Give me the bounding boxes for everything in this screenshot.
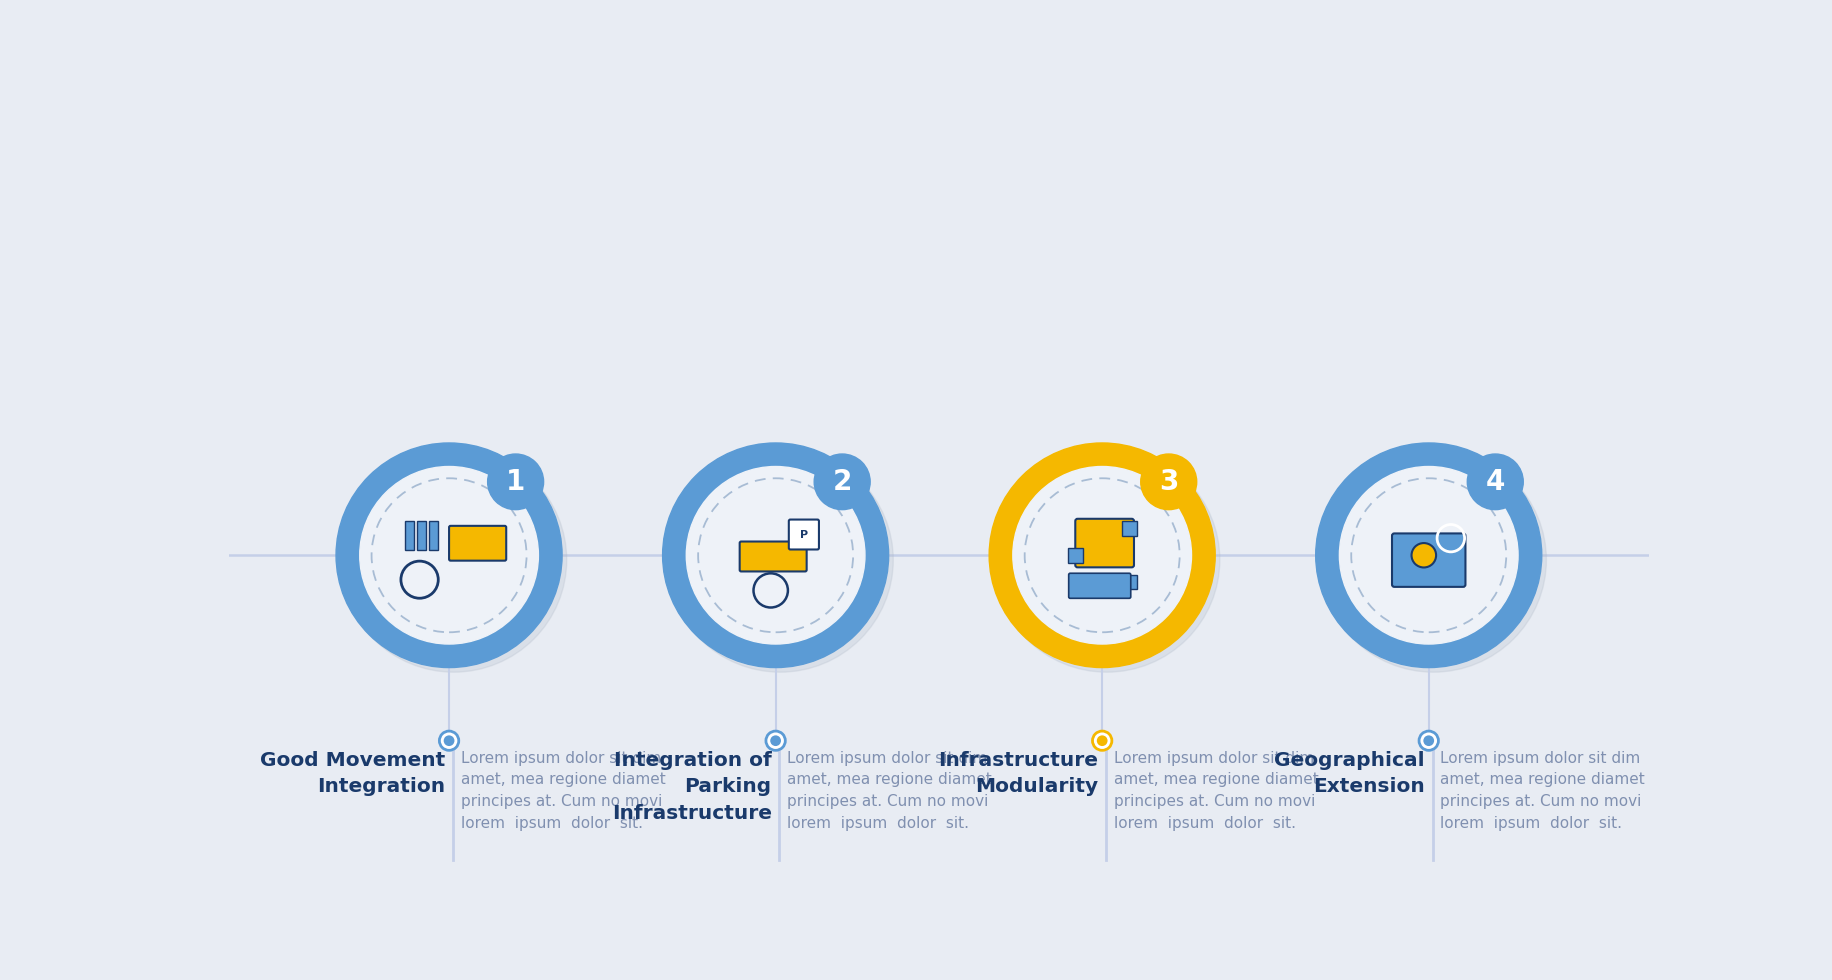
Text: P: P [801,530,808,540]
Bar [418,521,427,551]
Circle shape [993,448,1220,672]
Text: 1: 1 [506,467,526,496]
Text: Lorem ipsum dolor sit dim
amet, mea regione diamet
principes at. Cum no movi
lor: Lorem ipsum dolor sit dim amet, mea regi… [1114,751,1319,830]
Circle shape [989,443,1215,667]
Text: Lorem ipsum dolor sit dim
amet, mea regione diamet
principes at. Cum no movi
lor: Lorem ipsum dolor sit dim amet, mea regi… [788,751,991,830]
Circle shape [359,466,539,644]
Text: 2: 2 [832,467,852,496]
Circle shape [1420,731,1438,751]
Text: 3: 3 [1160,467,1178,496]
Bar [429,521,438,551]
Circle shape [440,731,458,751]
Circle shape [1097,735,1108,746]
Circle shape [667,448,894,672]
Text: Integration of
Parking
Infrastructure: Integration of Parking Infrastructure [612,751,771,823]
Circle shape [1411,543,1436,567]
Circle shape [443,735,454,746]
Circle shape [1013,466,1191,644]
Bar [405,521,414,551]
Circle shape [813,454,870,510]
FancyBboxPatch shape [1392,533,1466,587]
Circle shape [769,735,780,746]
Circle shape [341,448,566,672]
FancyBboxPatch shape [790,519,819,550]
Bar [1121,521,1136,536]
Circle shape [1423,735,1434,746]
Circle shape [1321,448,1546,672]
Circle shape [1339,466,1519,644]
Text: Good Movement
Integration: Good Movement Integration [260,751,445,796]
FancyBboxPatch shape [1068,573,1130,599]
Circle shape [1467,454,1522,510]
Text: 4: 4 [1486,467,1504,496]
Bar [1068,548,1083,563]
Circle shape [487,454,544,510]
Circle shape [1141,454,1196,510]
FancyBboxPatch shape [449,526,506,561]
FancyBboxPatch shape [740,542,806,571]
Circle shape [335,443,562,667]
FancyBboxPatch shape [1075,518,1134,567]
Circle shape [766,731,786,751]
Circle shape [1092,731,1112,751]
Text: Lorem ipsum dolor sit dim
amet, mea regione diamet
principes at. Cum no movi
lor: Lorem ipsum dolor sit dim amet, mea regi… [1440,751,1645,830]
Text: Geographical
Extension: Geographical Extension [1275,751,1425,796]
Circle shape [663,443,889,667]
Text: Lorem ipsum dolor sit dim
amet, mea regione diamet
principes at. Cum no movi
lor: Lorem ipsum dolor sit dim amet, mea regi… [460,751,665,830]
Bar [1121,575,1136,589]
Circle shape [687,466,865,644]
Circle shape [1315,443,1543,667]
Text: Infrastructure
Modularity: Infrastructure Modularity [938,751,1099,796]
